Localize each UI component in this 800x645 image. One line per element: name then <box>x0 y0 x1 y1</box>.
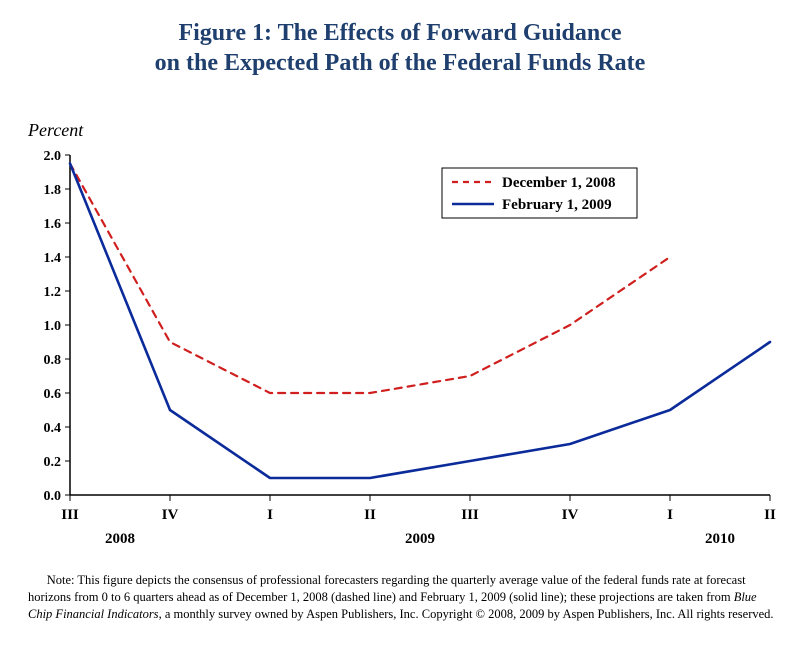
x-tick-label: IV <box>562 507 579 523</box>
y-tick-label: 1.8 <box>44 183 62 198</box>
y-tick-label: 2.0 <box>44 149 62 164</box>
y-tick-label: 1.0 <box>44 319 62 334</box>
x-tick-label: II <box>364 507 376 523</box>
y-tick-label: 0.4 <box>44 421 62 436</box>
note-suffix: , a monthly survey owned by Aspen Publis… <box>159 607 774 621</box>
y-tick-label: 1.6 <box>44 217 62 232</box>
legend-label: February 1, 2009 <box>502 197 612 213</box>
y-tick-label: 0.8 <box>44 353 62 368</box>
x-year-label: 2009 <box>405 531 435 547</box>
y-tick-label: 0.6 <box>44 387 62 402</box>
line-chart: 0.00.20.40.60.81.01.21.41.61.82.0IIIIVII… <box>0 0 800 645</box>
x-tick-label: III <box>461 507 479 523</box>
y-tick-label: 1.2 <box>44 285 62 300</box>
x-tick-label: I <box>267 507 273 523</box>
x-tick-label: I <box>667 507 673 523</box>
legend-label: December 1, 2008 <box>502 175 615 191</box>
x-year-label: 2008 <box>105 531 135 547</box>
x-tick-label: IV <box>162 507 179 523</box>
note-prefix: Note: This figure depicts the consensus … <box>28 573 746 604</box>
x-tick-label: II <box>764 507 776 523</box>
y-tick-label: 0.0 <box>44 489 62 504</box>
series-line <box>70 164 770 479</box>
x-tick-label: III <box>61 507 79 523</box>
figure-note: Note: This figure depicts the consensus … <box>28 572 780 623</box>
x-year-label: 2010 <box>705 531 735 547</box>
y-tick-label: 0.2 <box>44 455 62 470</box>
y-tick-label: 1.4 <box>44 251 62 266</box>
